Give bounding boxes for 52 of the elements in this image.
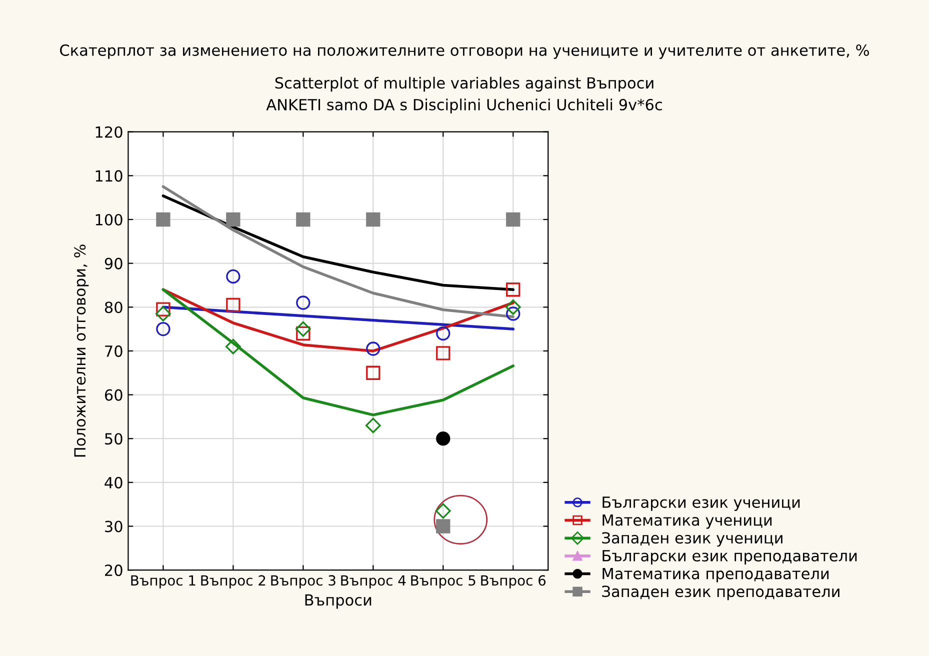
x-tick-label: Въпрос 6 (481, 575, 546, 588)
legend-label: Западен език преподаватели (602, 586, 840, 600)
point (156, 322, 170, 336)
y-axis-title: Положителни отговори, % (74, 244, 89, 457)
legend-label: Математика ученици (602, 514, 772, 529)
x-axis-title: Въпроси (305, 594, 372, 609)
y-tick-label: 100 (96, 214, 122, 226)
y-tick-label: 70 (105, 345, 122, 357)
x-tick-label: Въпрос 4 (341, 575, 406, 588)
legend-label: Математика преподаватели (602, 568, 829, 582)
point (296, 212, 310, 227)
point (226, 269, 240, 284)
point (366, 342, 380, 356)
point (296, 296, 310, 310)
point (506, 282, 520, 297)
y-tick-label: 20 (105, 564, 122, 576)
legend-label: Български език преподаватели (602, 550, 857, 564)
point (366, 366, 380, 380)
point (436, 346, 450, 360)
point (225, 338, 241, 354)
y-tick-label: 50 (105, 433, 122, 445)
y-tick-label: 40 (104, 476, 122, 488)
point (436, 432, 450, 446)
point (156, 302, 170, 316)
point (506, 306, 520, 321)
point (295, 321, 311, 337)
point (506, 212, 520, 227)
point (365, 418, 381, 434)
point (156, 212, 170, 227)
y-tick-label: 110 (96, 170, 122, 182)
x-tick-label: Въпрос 2 (201, 575, 266, 588)
x-tick-label: Въпрос 3 (271, 575, 336, 588)
point (505, 299, 521, 315)
point (366, 212, 380, 227)
legend-label: Западен език ученици (602, 532, 782, 547)
y-tick-label: 30 (105, 520, 122, 532)
x-tick-label: Въпрос 1 (131, 575, 196, 588)
point (155, 306, 171, 322)
y-tick-label: 120 (96, 126, 122, 138)
y-tick-label: 80 (104, 302, 122, 314)
y-tick-label: 90 (104, 258, 122, 270)
legend-label: Български език ученици (602, 496, 800, 511)
point (226, 298, 240, 312)
point (435, 503, 451, 519)
x-tick-label: Въпрос 5 (411, 575, 476, 588)
y-tick-label: 60 (104, 389, 122, 401)
chart-subtitle: Scatterplot of multiple variables against Въпроси ANKETI samo DA s Disciplini Uchenici Uchiteli 9v*6c (266, 76, 662, 114)
chart-title: Скатерплот за изменението на положителните отговори на учениците и учителите от анкетите, % (60, 44, 869, 59)
point (436, 519, 450, 534)
point (226, 212, 240, 227)
point (296, 326, 310, 341)
point (436, 326, 450, 341)
